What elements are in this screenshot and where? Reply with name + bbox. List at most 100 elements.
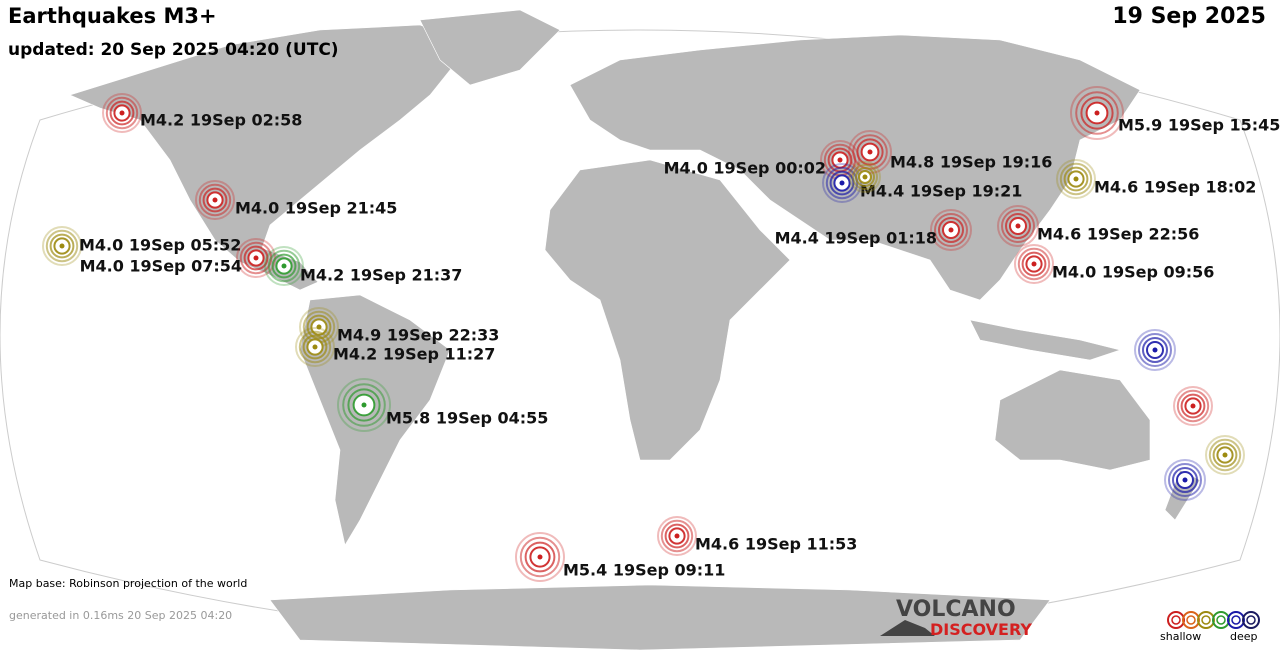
quake-ring: [271, 253, 297, 279]
quake-label: M4.2 19Sep 02:58: [140, 111, 302, 130]
quake-ring: [347, 388, 381, 422]
quake-ring: [337, 378, 391, 432]
quake-ring: [1208, 438, 1242, 472]
quake-ring: [1080, 96, 1114, 130]
legend-ring-inner: [1231, 615, 1241, 625]
date: 19 Sep 2025: [1112, 4, 1266, 29]
quake-ring: [306, 314, 332, 340]
quake-ring: [195, 180, 235, 220]
quake-label: M4.2 19Sep 21:37: [300, 266, 462, 285]
quake-label: M4.6 19Sep 18:02: [1094, 178, 1256, 197]
quake-ring: [1142, 337, 1168, 363]
quake-center: [212, 197, 218, 203]
quake-ring: [856, 138, 884, 166]
quake-label: M4.2 19Sep 11:27: [333, 345, 495, 364]
quake-ring: [1070, 86, 1124, 140]
quake-center: [1015, 223, 1021, 229]
legend-ring-inner: [1216, 615, 1226, 625]
quake-ring: [102, 93, 142, 133]
logo-mark: [880, 620, 935, 636]
quake-ring: [1063, 166, 1089, 192]
quake-center: [1152, 347, 1158, 353]
legend-shallow: shallow: [1160, 630, 1202, 643]
quake-ring: [1001, 209, 1035, 243]
quake-ring: [997, 205, 1039, 247]
quake-ring: [105, 96, 139, 130]
quake-label: M5.9 19Sep 15:45: [1118, 116, 1280, 135]
quake-ring: [1176, 389, 1210, 423]
quake-ring: [45, 229, 79, 263]
quake-center: [537, 554, 543, 560]
legend-ring-inner: [1246, 615, 1256, 625]
quake-ring: [264, 246, 304, 286]
quake-label: M5.8 19Sep 04:55: [386, 409, 548, 428]
legend-ring-inner: [1171, 615, 1181, 625]
quake-label: M5.4 19Sep 09:11: [563, 561, 725, 580]
quake-ring: [852, 164, 878, 190]
legend-ring-inner: [1186, 615, 1196, 625]
quake-ring: [295, 327, 335, 367]
quake-center: [862, 174, 868, 180]
quake-center: [1222, 452, 1228, 458]
quake-ring: [198, 183, 232, 217]
logo-line1: VOLCANO: [896, 597, 1016, 622]
quake-ring: [657, 516, 697, 556]
quake-ring: [1021, 251, 1047, 277]
quake-ring: [660, 519, 694, 553]
quake-label: M4.6 19Sep 11:53: [695, 535, 857, 554]
quake-center: [674, 533, 680, 539]
quake-ring: [342, 383, 386, 427]
quake-center: [281, 263, 287, 269]
quake-label: M4.9 19Sep 22:33: [337, 326, 499, 345]
quake-ring: [664, 523, 690, 549]
updated: updated: 20 Sep 2025 04:20 (UTC): [8, 40, 339, 60]
quake-ring: [1138, 333, 1172, 367]
quake-ring: [1164, 459, 1206, 501]
legend-deep: deep: [1230, 630, 1258, 643]
quake-center: [839, 180, 845, 186]
quake-center: [119, 110, 125, 116]
quake-center: [253, 255, 259, 261]
quake-ring: [1205, 435, 1245, 475]
quake-label: M4.6 19Sep 22:56: [1037, 225, 1199, 244]
legend-ring: [1242, 611, 1260, 629]
quake-center: [837, 157, 843, 163]
quake-center: [361, 402, 367, 408]
quake-center: [316, 324, 322, 330]
quake-ring: [519, 536, 561, 578]
quake-ring: [1172, 467, 1198, 493]
quake-ring: [109, 100, 135, 126]
quake-label: M4.0 19Sep 07:54: [80, 257, 242, 276]
quake-label: M4.8 19Sep 19:16: [890, 153, 1052, 172]
legend-ring-inner: [1201, 615, 1211, 625]
quake-center: [1182, 477, 1188, 483]
quake-label: M4.0 19Sep 00:02: [664, 159, 826, 178]
quake-center: [1073, 176, 1079, 182]
quake-ring: [298, 330, 332, 364]
quake-ring: [822, 163, 862, 203]
quake-label: M4.0 19Sep 05:52: [79, 236, 241, 255]
quake-ring: [829, 170, 855, 196]
quake-center: [1190, 403, 1196, 409]
map-base: Map base: Robinson projection of the wor…: [9, 577, 248, 590]
quake-ring: [1180, 393, 1206, 419]
quake-ring: [1075, 91, 1119, 135]
quake-ring: [855, 167, 875, 187]
quake-center: [1094, 110, 1100, 116]
quake-ring: [849, 161, 881, 193]
quake-ring: [1168, 463, 1202, 497]
quake-ring: [1212, 442, 1238, 468]
quake-ring: [1134, 329, 1176, 371]
quake-ring: [930, 209, 972, 251]
quake-center: [948, 227, 954, 233]
quake-label: M4.0 19Sep 21:45: [235, 199, 397, 218]
quake-ring: [302, 334, 328, 360]
quake-ring: [524, 541, 556, 573]
quake-ring: [938, 217, 964, 243]
map-outline: [0, 29, 1280, 641]
title: Earthquakes M3+: [8, 4, 217, 28]
quake-ring: [515, 532, 565, 582]
quake-label: M4.4 19Sep 19:21: [860, 182, 1022, 201]
